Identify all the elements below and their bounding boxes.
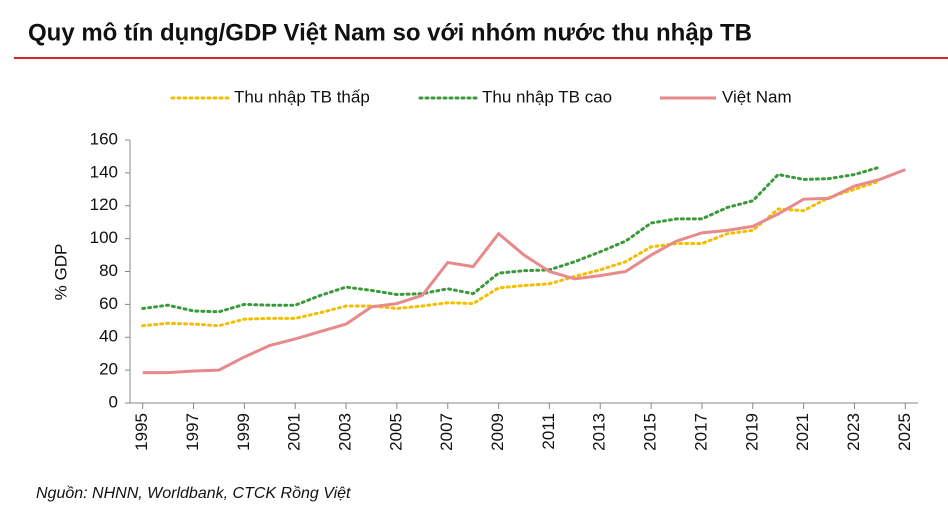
- y-tick-label: 40: [99, 327, 118, 346]
- source-note: Nguồn: NHNN, Worldbank, CTCK Rồng Việt: [36, 485, 351, 502]
- x-tick-label: 2007: [437, 413, 456, 451]
- x-tick-label: 2017: [691, 413, 710, 451]
- x-tick-label: 1995: [132, 413, 151, 451]
- x-tick-label: 2003: [336, 413, 355, 451]
- legend-label: Thu nhập TB thấp: [234, 87, 370, 106]
- chart-title: Quy mô tín dụng/GDP Việt Nam so với nhóm…: [28, 19, 752, 46]
- y-tick-label: 20: [99, 360, 118, 379]
- y-tick-label: 160: [90, 129, 118, 148]
- x-tick-label: 2005: [386, 413, 405, 451]
- y-tick-label: 120: [90, 195, 118, 214]
- x-tick-label: 2025: [895, 413, 914, 451]
- x-tick-label: 2009: [488, 413, 507, 451]
- y-tick-label: 80: [99, 261, 118, 280]
- x-tick-label: 2011: [539, 413, 558, 450]
- x-tick-label: 2015: [641, 413, 660, 451]
- y-tick-label: 100: [90, 228, 118, 247]
- legend-label: Thu nhập TB cao: [482, 87, 612, 106]
- x-tick-label: 2019: [742, 413, 761, 451]
- x-tick-label: 1999: [234, 413, 253, 451]
- y-axis-label: % GDP: [51, 244, 70, 301]
- series-line: [141, 179, 882, 328]
- series-line: [142, 168, 906, 375]
- series-line: [141, 165, 882, 314]
- x-tick-label: 2013: [590, 413, 609, 451]
- x-tick-label: 2001: [285, 413, 304, 451]
- y-tick-label: 0: [109, 392, 118, 411]
- x-tick-label: 2021: [793, 413, 812, 451]
- y-tick-label: 140: [90, 162, 118, 181]
- legend-label: Việt Nam: [722, 87, 792, 106]
- y-tick-label: 60: [99, 294, 118, 313]
- x-tick-label: 2023: [844, 413, 863, 451]
- x-tick-label: 1997: [183, 413, 202, 451]
